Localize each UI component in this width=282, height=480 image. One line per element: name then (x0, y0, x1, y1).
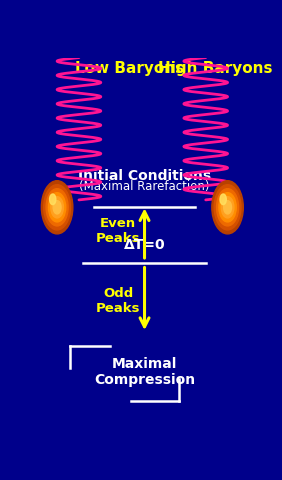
Text: ΔT=0: ΔT=0 (124, 238, 165, 252)
Circle shape (49, 192, 66, 222)
Circle shape (50, 194, 56, 204)
Circle shape (212, 180, 243, 234)
Circle shape (221, 197, 234, 218)
Text: Odd
Peaks: Odd Peaks (96, 287, 140, 314)
Circle shape (220, 194, 226, 204)
Circle shape (46, 189, 68, 226)
Circle shape (44, 185, 70, 230)
Circle shape (41, 180, 73, 234)
Circle shape (51, 197, 63, 218)
Text: Low Baryons: Low Baryons (74, 61, 184, 76)
Text: Even
Peaks: Even Peaks (96, 217, 140, 245)
Text: Initial Conditions: Initial Conditions (78, 169, 211, 183)
Circle shape (214, 185, 241, 230)
Text: (Maximal Rarefaction): (Maximal Rarefaction) (79, 180, 210, 192)
Text: High Baryons: High Baryons (158, 61, 272, 76)
Circle shape (219, 192, 236, 222)
Circle shape (224, 201, 232, 214)
Text: Maximal
Compression: Maximal Compression (94, 357, 195, 387)
Circle shape (53, 201, 61, 214)
Circle shape (217, 189, 239, 226)
